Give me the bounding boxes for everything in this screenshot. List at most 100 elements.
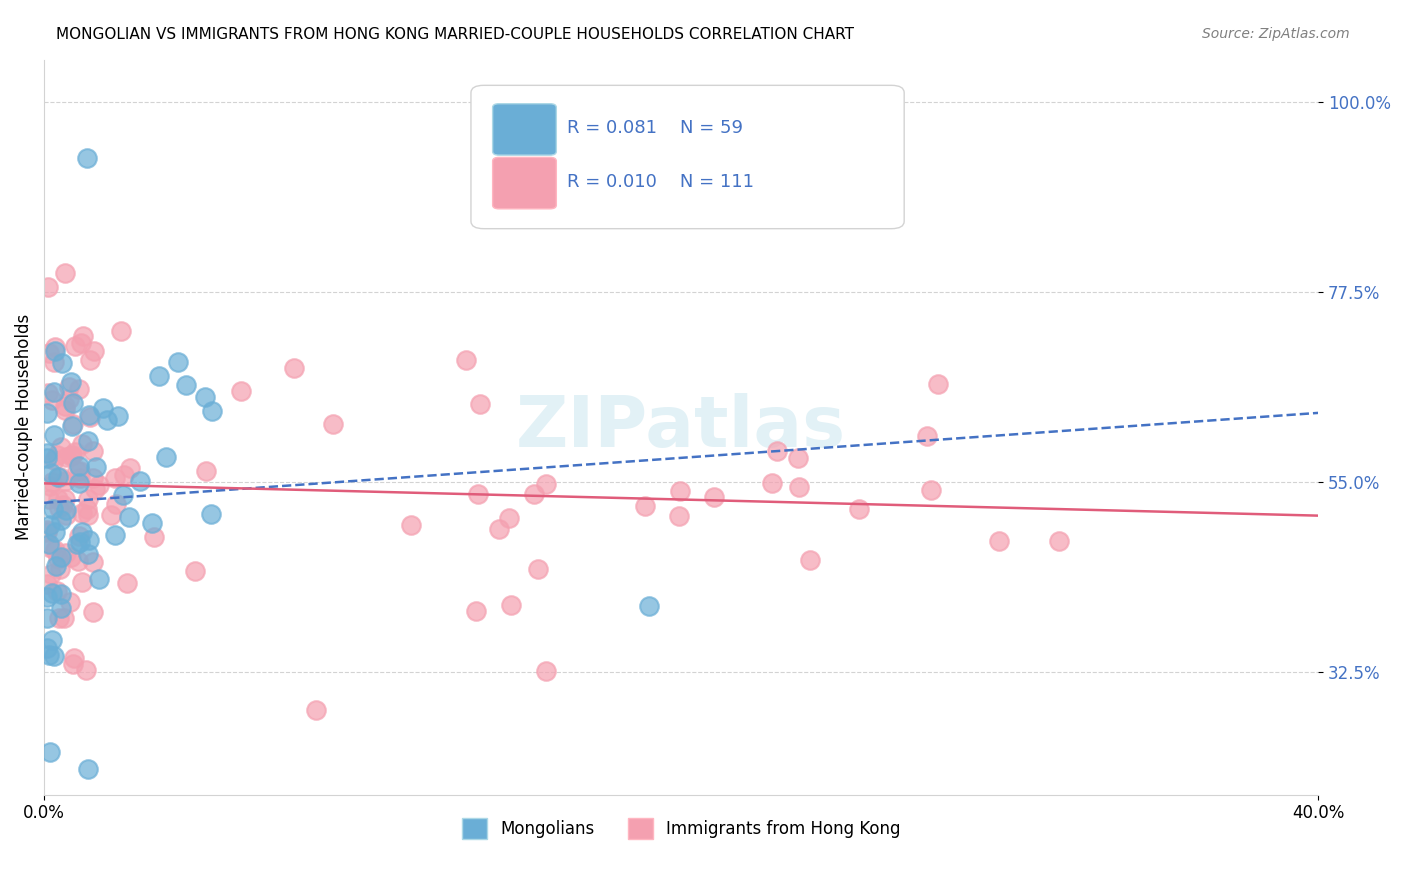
Point	[49, 586, 72, 600]
Point	[787, 480, 810, 494]
Point	[44, 344, 66, 359]
Point	[38, 648, 60, 663]
Point	[703, 491, 725, 505]
Point	[48, 552, 70, 566]
Point	[39, 518, 62, 533]
Point	[69, 464, 91, 478]
Point	[39, 479, 62, 493]
Point	[77, 492, 100, 507]
Point	[53, 266, 76, 280]
Point	[76, 151, 98, 165]
Text: Source: ZipAtlas.com: Source: ZipAtlas.com	[1202, 27, 1350, 41]
Point	[41, 475, 63, 489]
Point	[848, 502, 870, 516]
Point	[44, 542, 66, 557]
Point	[76, 501, 98, 516]
Point	[527, 561, 550, 575]
Point	[112, 468, 135, 483]
Point	[42, 428, 65, 442]
Point	[62, 657, 84, 671]
Point	[765, 444, 787, 458]
Point	[69, 470, 91, 484]
Point	[75, 663, 97, 677]
Point	[76, 508, 98, 522]
Point	[638, 599, 661, 614]
Point	[60, 448, 83, 462]
Point	[89, 478, 111, 492]
Point	[454, 352, 477, 367]
Point	[920, 483, 942, 498]
Point	[82, 471, 104, 485]
Point	[194, 390, 217, 404]
Text: ZIPatlas: ZIPatlas	[516, 392, 846, 462]
Point	[668, 509, 690, 524]
Point	[67, 383, 90, 397]
Point	[200, 404, 222, 418]
Point	[634, 499, 657, 513]
Point	[399, 518, 422, 533]
Point	[100, 508, 122, 522]
Point	[37, 611, 59, 625]
Point	[534, 664, 557, 678]
Point	[37, 446, 59, 460]
Point	[42, 355, 65, 369]
Legend: Mongolians, Immigrants from Hong Kong: Mongolians, Immigrants from Hong Kong	[456, 812, 907, 846]
Point	[787, 450, 810, 465]
Point	[155, 450, 177, 465]
Point	[148, 368, 170, 383]
Point	[70, 506, 93, 520]
Point	[39, 746, 62, 760]
Point	[37, 279, 59, 293]
Point	[66, 537, 89, 551]
Point	[62, 395, 84, 409]
Point	[927, 376, 949, 391]
Point	[70, 437, 93, 451]
Point	[536, 477, 558, 491]
Point	[51, 549, 73, 564]
Point	[42, 453, 65, 467]
Point	[67, 529, 90, 543]
Point	[55, 450, 77, 464]
Point	[84, 460, 107, 475]
FancyBboxPatch shape	[492, 103, 557, 155]
Point	[523, 486, 546, 500]
Point	[37, 640, 59, 655]
Point	[669, 484, 692, 499]
Point	[48, 469, 70, 483]
Point	[115, 575, 138, 590]
Point	[37, 406, 59, 420]
Point	[51, 513, 73, 527]
Point	[37, 523, 59, 537]
Point	[53, 399, 76, 413]
Point	[66, 554, 89, 568]
Point	[60, 419, 83, 434]
Point	[184, 564, 207, 578]
Point	[467, 486, 489, 500]
Point	[37, 590, 59, 604]
FancyBboxPatch shape	[492, 157, 557, 209]
Point	[44, 559, 66, 574]
Point	[42, 384, 65, 399]
Point	[53, 491, 76, 506]
Point	[49, 469, 72, 483]
Point	[76, 762, 98, 776]
Point	[82, 555, 104, 569]
Point	[488, 522, 510, 536]
Point	[59, 595, 82, 609]
Point	[55, 546, 77, 560]
Point	[55, 508, 77, 523]
Point	[110, 324, 132, 338]
Point	[112, 487, 135, 501]
Point	[200, 507, 222, 521]
Point	[91, 401, 114, 416]
Point	[58, 392, 80, 406]
Point	[305, 703, 328, 717]
Point	[105, 496, 128, 510]
Point	[53, 402, 76, 417]
Point	[44, 525, 66, 540]
Point	[67, 475, 90, 490]
Text: MONGOLIAN VS IMMIGRANTS FROM HONG KONG MARRIED-COUPLE HOUSEHOLDS CORRELATION CHA: MONGOLIAN VS IMMIGRANTS FROM HONG KONG M…	[56, 27, 855, 42]
Point	[79, 408, 101, 422]
Point	[41, 566, 63, 581]
Point	[51, 440, 73, 454]
